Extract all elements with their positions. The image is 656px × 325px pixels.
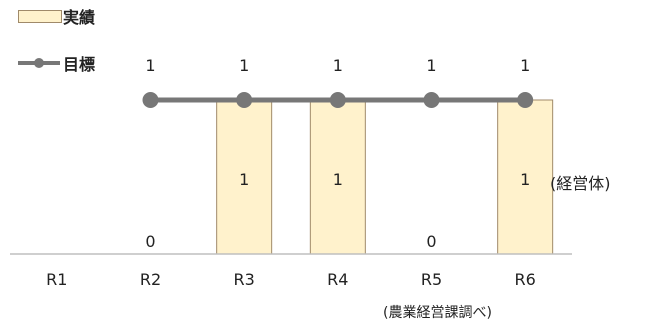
- target-marker-r6: [517, 92, 534, 108]
- x-tick-label-r4: R4: [327, 270, 348, 289]
- legend-label-actual: 実績: [63, 8, 96, 27]
- actual-value-label-r6: 1: [520, 170, 530, 189]
- target-value-label-r6: 1: [520, 56, 530, 75]
- target-marker-r2: [142, 92, 159, 108]
- actual-value-label-r5: 0: [426, 232, 436, 251]
- x-tick-label-r5: R5: [421, 270, 442, 289]
- target-value-label-r5: 1: [426, 56, 436, 75]
- x-tick-label-r2: R2: [140, 270, 161, 289]
- actual-value-label-r4: 1: [333, 170, 343, 189]
- target-value-label-r4: 1: [333, 56, 343, 75]
- x-tick-label-r6: R6: [515, 270, 536, 289]
- bar-actual-r4: [309, 99, 366, 255]
- bar-actual-r6: [497, 99, 554, 255]
- x-tick-label-r1: R1: [46, 270, 67, 289]
- target-marker-r4: [329, 92, 346, 108]
- legend-marker-target: [34, 58, 44, 68]
- x-tick-label-r3: R3: [234, 270, 255, 289]
- legend-label-target: 目標: [63, 55, 96, 74]
- target-value-label-r3: 1: [239, 56, 249, 75]
- actual-value-label-r3: 1: [239, 170, 249, 189]
- target-marker-r3: [236, 92, 253, 108]
- source-note: (農業経営課調べ): [383, 305, 492, 321]
- unit-label: (経営体): [550, 174, 611, 193]
- target-value-label-r2: 1: [145, 56, 155, 75]
- target-marker-r5: [423, 92, 440, 108]
- actual-value-label-r2: 0: [145, 232, 155, 251]
- legend-swatch-actual: [18, 10, 62, 23]
